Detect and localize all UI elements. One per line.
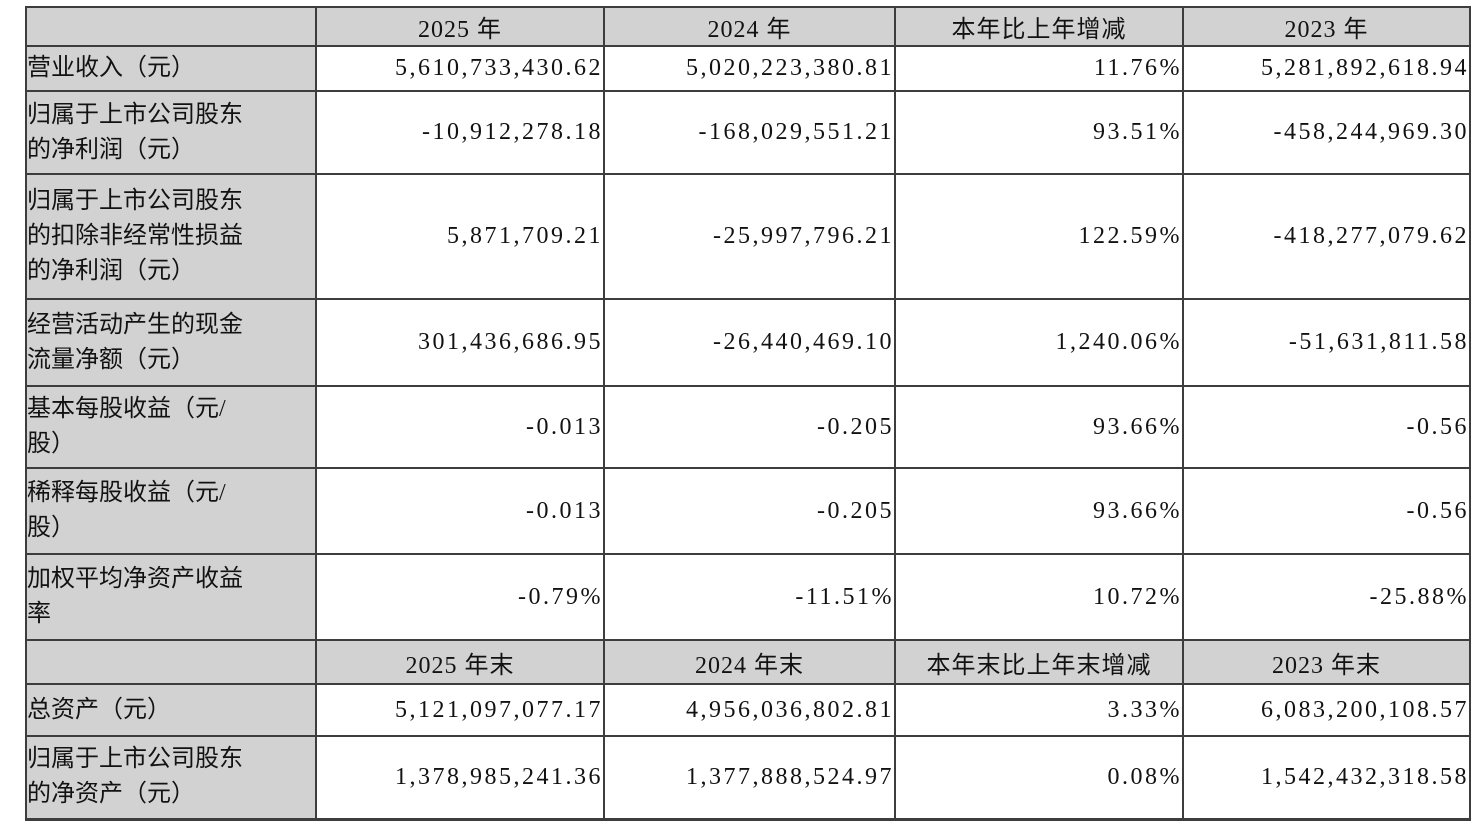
value-cell-2025: 5,871,709.21 xyxy=(315,173,605,300)
row-basic-eps: 基本每股收益（元/ 股） -0.013 -0.205 93.66% -0.56 xyxy=(25,385,1471,469)
value-cell-2024: -168,029,551.21 xyxy=(603,90,896,175)
value-cell-2023: 5,281,892,618.94 xyxy=(1182,45,1471,92)
value-cell-2025: 5,610,733,430.62 xyxy=(315,45,605,92)
change-cell: 1,240.06% xyxy=(894,298,1184,387)
value-cell-2025: -10,912,278.18 xyxy=(315,90,605,175)
row-total-assets: 总资产（元） 5,121,097,077.17 4,956,036,802.81… xyxy=(25,683,1471,737)
row-label-cell: 归属于上市公司股东 的净利润（元） xyxy=(25,90,317,175)
row-weighted-avg-roe: 加权平均净资产收益 率 -0.79% -11.51% 10.72% -25.88… xyxy=(25,553,1471,641)
change-cell: 93.66% xyxy=(894,467,1184,555)
row-operating-revenue: 营业收入（元） 5,610,733,430.62 5,020,223,380.8… xyxy=(25,45,1471,92)
header-cell-2024: 2024 年 xyxy=(603,6,896,47)
header-row-annual: 2025 年 2024 年 本年比上年增减 2023 年 xyxy=(25,6,1471,47)
value-cell-2024: -0.205 xyxy=(603,467,896,555)
row-label-cell: 总资产（元） xyxy=(25,683,317,737)
value-cell-2024-end: 4,956,036,802.81 xyxy=(603,683,896,737)
row-net-profit-attributable: 归属于上市公司股东 的净利润（元） -10,912,278.18 -168,02… xyxy=(25,90,1471,175)
header-cell-yoy-change: 本年比上年增减 xyxy=(894,6,1184,47)
row-net-profit-after-non-recurring: 归属于上市公司股东 的扣除非经常性损益 的净利润（元） 5,871,709.21… xyxy=(25,173,1471,300)
value-cell-2023: -458,244,969.30 xyxy=(1182,90,1471,175)
value-cell-2025-end: 5,121,097,077.17 xyxy=(315,683,605,737)
value-cell-2025: -0.79% xyxy=(315,553,605,641)
value-cell-2023: -25.88% xyxy=(1182,553,1471,641)
row-label-cell: 营业收入（元） xyxy=(25,45,317,92)
row-diluted-eps: 稀释每股收益（元/ 股） -0.013 -0.205 93.66% -0.56 xyxy=(25,467,1471,555)
row-label-cell: 经营活动产生的现金 流量净额（元） xyxy=(25,298,317,387)
change-cell: 3.33% xyxy=(894,683,1184,737)
row-net-assets-attributable: 归属于上市公司股东 的净资产（元） 1,378,985,241.36 1,377… xyxy=(25,735,1471,821)
value-cell-2025: -0.013 xyxy=(315,385,605,469)
header-cell-empty xyxy=(25,6,317,47)
header-cell-empty xyxy=(25,639,317,685)
value-cell-2024: -25,997,796.21 xyxy=(603,173,896,300)
value-cell-2023: -0.56 xyxy=(1182,385,1471,469)
financial-summary-table: 2025 年 2024 年 本年比上年增减 2023 年 营业收入（元） 5,6… xyxy=(25,6,1471,821)
header-cell-2024-end: 2024 年末 xyxy=(603,639,896,685)
value-cell-2024: -26,440,469.10 xyxy=(603,298,896,387)
value-cell-2024-end: 1,377,888,524.97 xyxy=(603,735,896,821)
change-cell: 93.51% xyxy=(894,90,1184,175)
value-cell-2025-end: 1,378,985,241.36 xyxy=(315,735,605,821)
value-cell-2024: -0.205 xyxy=(603,385,896,469)
change-cell: 10.72% xyxy=(894,553,1184,641)
row-label-cell: 稀释每股收益（元/ 股） xyxy=(25,467,317,555)
header-cell-2023: 2023 年 xyxy=(1182,6,1471,47)
value-cell-2023: -51,631,811.58 xyxy=(1182,298,1471,387)
header-cell-2025: 2025 年 xyxy=(315,6,605,47)
header-row-period-end: 2025 年末 2024 年末 本年末比上年末增减 2023 年末 xyxy=(25,639,1471,685)
value-cell-2023: -418,277,079.62 xyxy=(1182,173,1471,300)
row-label-cell: 归属于上市公司股东 的扣除非经常性损益 的净利润（元） xyxy=(25,173,317,300)
value-cell-2024: 5,020,223,380.81 xyxy=(603,45,896,92)
header-cell-end-change: 本年末比上年末增减 xyxy=(894,639,1184,685)
value-cell-2025: 301,436,686.95 xyxy=(315,298,605,387)
change-cell: 93.66% xyxy=(894,385,1184,469)
value-cell-2024: -11.51% xyxy=(603,553,896,641)
header-cell-2023-end: 2023 年末 xyxy=(1182,639,1471,685)
header-cell-2025-end: 2025 年末 xyxy=(315,639,605,685)
row-label-cell: 加权平均净资产收益 率 xyxy=(25,553,317,641)
value-cell-2023-end: 1,542,432,318.58 xyxy=(1182,735,1471,821)
row-label-cell: 归属于上市公司股东 的净资产（元） xyxy=(25,735,317,821)
change-cell: 11.76% xyxy=(894,45,1184,92)
change-cell: 122.59% xyxy=(894,173,1184,300)
value-cell-2023: -0.56 xyxy=(1182,467,1471,555)
change-cell: 0.08% xyxy=(894,735,1184,821)
row-operating-cash-flow: 经营活动产生的现金 流量净额（元） 301,436,686.95 -26,440… xyxy=(25,298,1471,387)
value-cell-2025: -0.013 xyxy=(315,467,605,555)
value-cell-2023-end: 6,083,200,108.57 xyxy=(1182,683,1471,737)
row-label-cell: 基本每股收益（元/ 股） xyxy=(25,385,317,469)
